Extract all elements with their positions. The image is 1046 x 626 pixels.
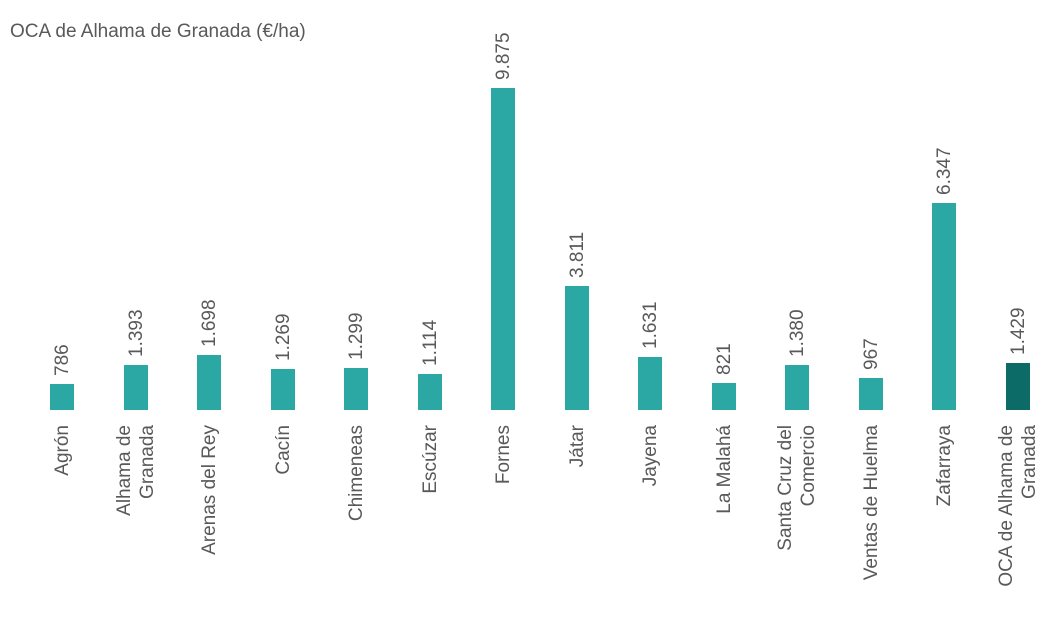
value-label: 6.347 [933,147,955,196]
chart-title: OCA de Alhama de Granada (€/ha) [10,21,306,42]
x-tick-label: Zafarraya [933,425,955,507]
value-label: 1.114 [419,319,440,366]
bar [344,367,368,410]
x-tick-label: Chimeneas [345,425,367,522]
bar [50,384,74,410]
bar [197,354,221,410]
value-label: 1.380 [786,309,808,357]
value-label: 1.429 [1007,307,1028,356]
x-tick-label: La Malahá [713,425,734,514]
bar [270,368,295,410]
value-label: 1.269 [272,313,293,361]
x-tick-label: Alhama de Granada [113,425,158,516]
value-label: 1.698 [198,299,220,347]
x-tick-label: Agrón [51,425,73,476]
x-tick-label: Ventas de Huelma [860,425,881,581]
x-tick-label: Arenas del Rey [198,425,220,555]
bar [932,203,956,410]
x-tick-label: Jayena [639,425,661,487]
bar [491,88,515,410]
value-label: 821 [713,343,734,376]
bar [638,356,662,410]
bar [1005,363,1030,410]
x-tick-label: Santa Cruz del Comercio [775,425,819,551]
value-label: 3.811 [566,231,587,278]
x-tick-label: OCA de Alhama de Granada [995,425,1040,587]
value-label: 967 [860,338,881,371]
x-tick-label: Fornes [492,425,514,485]
value-label: 1.299 [345,312,367,360]
x-tick-label: Escúzar [419,425,440,494]
value-label: 786 [51,344,73,377]
bar [785,365,809,410]
x-tick-label: Cacín [272,425,293,475]
bar [564,285,589,410]
value-label: 1.393 [125,309,146,357]
bar [711,383,736,410]
bar [417,373,442,410]
bar [123,364,148,410]
x-tick-label: Játar [566,425,587,468]
value-label: 1.631 [639,301,661,349]
value-label: 9.875 [492,32,514,80]
bar [858,378,883,410]
